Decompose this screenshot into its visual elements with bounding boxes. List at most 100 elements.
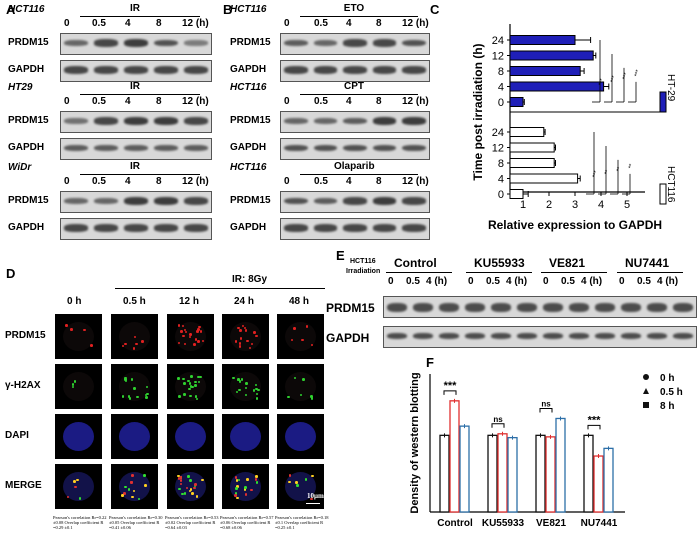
blot-band	[313, 197, 338, 205]
foci-dot	[234, 476, 238, 479]
foci-dot	[255, 475, 258, 478]
blot-band	[439, 303, 459, 312]
foci-dot	[74, 485, 77, 489]
legend-label: 8 h	[660, 401, 674, 412]
blot-row-label: GAPDH	[326, 331, 370, 345]
timepoint-label: 0.5	[406, 276, 420, 287]
foci-dot	[73, 380, 77, 383]
blot-band	[343, 224, 367, 232]
foci-dot	[73, 480, 76, 483]
timepoint-label: 0	[468, 276, 474, 287]
blot-band	[387, 333, 407, 339]
blot-band	[372, 39, 397, 47]
foci-dot	[236, 496, 239, 500]
nucleus	[63, 422, 94, 451]
timepoint-label: 4 (h)	[581, 276, 603, 287]
timepoint-label: 12 (h)	[402, 18, 429, 29]
foci-dot	[181, 324, 184, 328]
foci-dot	[238, 388, 241, 392]
timepoint-label: 0	[64, 96, 70, 107]
foci-dot	[127, 395, 131, 398]
foci-dot	[195, 397, 199, 401]
significance-marker: ***	[622, 72, 630, 81]
blot-band	[154, 39, 178, 47]
foci-dot	[190, 375, 193, 378]
foci-dot	[183, 328, 187, 332]
foci-dot	[143, 474, 146, 477]
blot-band	[154, 224, 178, 232]
foci-dot	[235, 390, 239, 394]
significance-marker: ***	[444, 380, 458, 392]
blot-band	[64, 198, 88, 204]
micrograph-tile	[277, 464, 324, 509]
foci-dot	[255, 387, 258, 391]
foci-dot	[238, 345, 242, 348]
scale-bar-label: 10μm	[307, 492, 324, 500]
foci-dot	[177, 474, 180, 478]
foci-dot	[234, 492, 238, 495]
micrograph-tile	[111, 314, 158, 359]
panel-label-c: C	[430, 2, 440, 17]
foci-dot	[193, 484, 197, 488]
y-tick-label: 12	[492, 51, 504, 63]
timepoint-label: 0.5	[486, 276, 500, 287]
blot-band	[517, 303, 537, 312]
blot-treatment-label: CPT	[344, 81, 364, 92]
timepoint-label: 0	[284, 96, 290, 107]
blot-band	[621, 303, 641, 312]
legend-label: HCT116	[665, 166, 676, 203]
treatment-group-label: KU55933	[474, 256, 525, 270]
micrograph-tile	[167, 314, 214, 359]
foci-dot	[238, 342, 242, 345]
foci-dot	[296, 484, 299, 487]
foci-dot	[137, 497, 141, 501]
foci-dot	[244, 493, 248, 496]
blot-band	[313, 66, 338, 74]
x-tick-label: 4	[598, 199, 604, 211]
significance-bracket	[491, 423, 505, 428]
blot-band	[402, 66, 426, 74]
blot-band	[402, 197, 426, 205]
treatment-group-label: Control	[394, 256, 437, 270]
foci-dot	[131, 495, 134, 499]
if-column-label: 0.5 h	[123, 296, 146, 307]
foci-dot	[146, 392, 149, 396]
foci-dot	[194, 380, 197, 384]
blot-row-label: GAPDH	[8, 222, 45, 233]
blot-band	[402, 117, 426, 125]
blot-band	[124, 39, 148, 47]
blot-row-label: GAPDH	[8, 142, 45, 153]
foci-dot	[253, 331, 256, 334]
blot-treatment-label: IR	[130, 161, 140, 172]
bar	[497, 433, 508, 513]
foci-dot	[182, 377, 185, 381]
blot-row-label: GAPDH	[230, 142, 267, 153]
foci-dot	[131, 474, 134, 477]
micrograph-tile	[111, 414, 158, 459]
foci-dot	[288, 474, 291, 477]
blot-band	[673, 333, 693, 339]
treatment-group-line	[466, 272, 532, 273]
foci-dot	[177, 341, 181, 345]
timepoint-label: 12 (h)	[402, 176, 429, 187]
timepoint-label: 4	[125, 18, 131, 29]
foci-dot	[130, 378, 134, 381]
colocalization-stats: Pearson's correlation Rr=0.22 ±0.08 Over…	[53, 515, 107, 530]
blot-band	[517, 333, 537, 339]
timepoint-label: 8	[156, 176, 162, 187]
if-row-label: PRDM15	[5, 330, 46, 341]
foci-dot	[180, 330, 183, 333]
foci-dot	[197, 375, 200, 379]
blot-treatment-label: Irradiation	[346, 268, 381, 275]
timepoint-label: 0	[619, 276, 625, 287]
foci-dot	[235, 487, 238, 490]
legend-label: 0 h	[660, 373, 674, 384]
blot-band	[64, 40, 88, 46]
bar	[459, 425, 470, 513]
y-tick-label: 4	[498, 174, 504, 186]
blot-strip	[60, 33, 212, 55]
foci-dot	[66, 495, 70, 499]
foci-dot	[124, 342, 127, 346]
bar	[509, 50, 594, 61]
timepoint-label: 8	[376, 96, 382, 107]
